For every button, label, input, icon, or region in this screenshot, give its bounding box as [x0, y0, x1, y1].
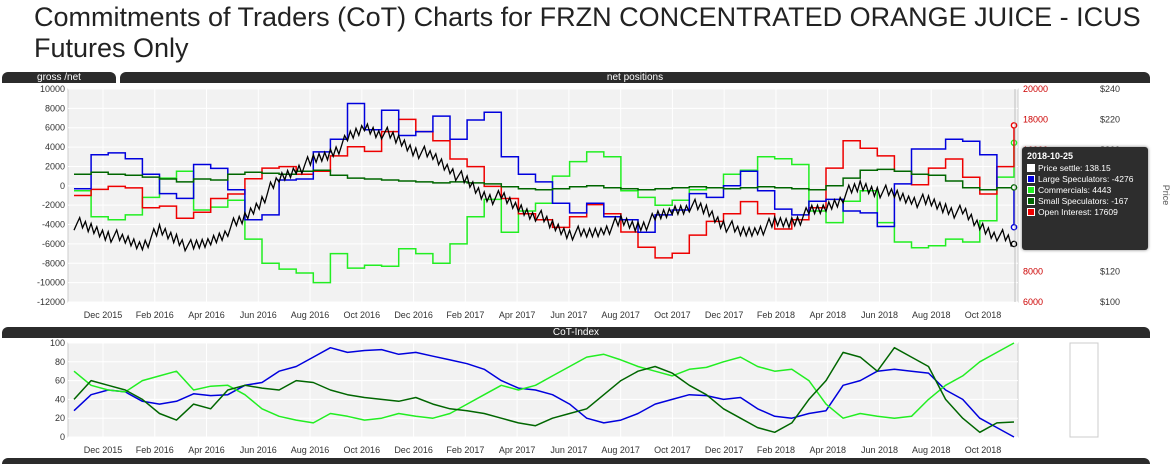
- main-x-tick-label: Jun 2016: [240, 310, 277, 320]
- price-axis-tick-label: $240: [1100, 84, 1120, 94]
- tooltip-price: Price settle: 138.15: [1038, 163, 1111, 173]
- commercials-swatch: [1027, 186, 1035, 194]
- cot-x-tick-label: Feb 2018: [757, 445, 795, 455]
- open-interest-axis-tick-label: 18000: [1023, 114, 1048, 124]
- cot-x-tick-label: Aug 2017: [601, 445, 640, 455]
- cot-x-tick-label: Jun 2018: [861, 445, 898, 455]
- tooltip-row: Small Speculators: -167: [1022, 196, 1148, 207]
- tooltip-date: 2018-10-25: [1027, 151, 1074, 161]
- cot-plot-area: [67, 342, 1019, 438]
- price-axis-tick-label: $100: [1100, 297, 1120, 307]
- cot-y-tick-label: 100: [50, 338, 65, 348]
- cot-x-tick-label: Oct 2018: [965, 445, 1002, 455]
- cot-y-tick-label: 0: [60, 432, 65, 442]
- tooltip-commercials: Commercials: 4443: [1038, 185, 1112, 195]
- left-axis-tick-label: -8000: [42, 258, 65, 268]
- price-end-marker: [1010, 240, 1018, 248]
- cot-x-tick-label: Aug 2018: [912, 445, 951, 455]
- main-x-tick-label: Apr 2018: [809, 310, 846, 320]
- left-axis-tick-label: 6000: [45, 123, 65, 133]
- small-speculators-line: [74, 168, 1015, 191]
- bottom-section-bar: [2, 458, 1150, 464]
- tooltip-row: Large Speculators: -4276: [1022, 174, 1148, 185]
- tooltip-row: Price settle: 138.15: [1022, 163, 1148, 174]
- large-speculators-swatch: [1027, 175, 1035, 183]
- main-x-tick-label: Aug 2016: [291, 310, 330, 320]
- cot-x-tick-label: Dec 2015: [84, 445, 123, 455]
- cot-large-speculators-line: [73, 346, 1015, 438]
- price-line: [73, 122, 1015, 253]
- left-axis-tick-label: 2000: [45, 161, 65, 171]
- small-speculators-swatch: [1027, 197, 1035, 205]
- tooltip-open-interest: Open Interest: 17609: [1038, 207, 1118, 217]
- main-x-tick-label: Oct 2018: [965, 310, 1002, 320]
- left-axis-tick-label: -12000: [37, 297, 65, 307]
- cot-y-tick-label: 80: [55, 357, 65, 367]
- open-interest-swatch: [1027, 208, 1035, 216]
- left-axis-tick-label: 10000: [40, 84, 65, 94]
- cot-x-tick-label: Dec 2016: [394, 445, 433, 455]
- main-plot-area: [67, 88, 1019, 303]
- left-axis-tick-label: 4000: [45, 142, 65, 152]
- cot-y-tick-label: 60: [55, 376, 65, 386]
- left-axis-tick-label: -4000: [42, 220, 65, 230]
- main-x-tick-label: Oct 2017: [654, 310, 691, 320]
- price-axis-title: Price: [1161, 185, 1171, 206]
- main-x-tick-label: Feb 2018: [757, 310, 795, 320]
- cot-x-tick-label: Apr 2018: [809, 445, 846, 455]
- main-x-tick-label: Oct 2016: [344, 310, 381, 320]
- cot-x-tick-label: Apr 2016: [188, 445, 225, 455]
- left-axis-tick-label: -10000: [37, 278, 65, 288]
- page-title: Commitments of Traders (CoT) Charts for …: [34, 2, 1141, 63]
- main-x-tick-label: Jun 2018: [861, 310, 898, 320]
- left-axis-tick-label: 8000: [45, 103, 65, 113]
- open-interest-end-marker: [1010, 122, 1018, 129]
- cot-x-tick-label: Oct 2017: [654, 445, 691, 455]
- cot-commercials-line: [73, 342, 1015, 424]
- main-x-tick-label: Dec 2015: [84, 310, 123, 320]
- left-axis-tick-label: 0: [60, 181, 65, 191]
- main-x-tick-label: Apr 2017: [499, 310, 536, 320]
- tooltip-row: Commercials: 4443: [1022, 185, 1148, 196]
- price-swatch: [1027, 164, 1035, 172]
- cot-index-header: CoT-Index: [2, 327, 1150, 338]
- price-axis-tick-label: $120: [1100, 267, 1120, 277]
- main-x-tick-label: Feb 2017: [446, 310, 484, 320]
- cot-x-tick-label: Oct 2016: [344, 445, 381, 455]
- large-speculators-end-marker: [1010, 223, 1018, 231]
- main-x-tick-label: Apr 2016: [188, 310, 225, 320]
- main-x-tick-label: Jun 2017: [550, 310, 587, 320]
- main-x-tick-label: Feb 2016: [136, 310, 174, 320]
- large-speculators-line: [74, 102, 1015, 234]
- open-interest-axis-tick-label: 8000: [1023, 267, 1043, 277]
- tooltip-large-speculators: Large Speculators: -4276: [1038, 174, 1134, 184]
- left-axis-tick-label: -2000: [42, 200, 65, 210]
- main-x-tick-label: Dec 2017: [705, 310, 744, 320]
- gross-net-tab[interactable]: gross /net: [2, 72, 116, 83]
- small-speculators-end-marker: [1010, 184, 1018, 191]
- left-axis-tick-label: -6000: [42, 239, 65, 249]
- cot-x-tick-label: Feb 2017: [446, 445, 484, 455]
- tooltip-row: Open Interest: 17609: [1022, 207, 1148, 218]
- cot-y-tick-label: 20: [55, 413, 65, 423]
- cot-x-tick-label: Feb 2016: [136, 445, 174, 455]
- open-interest-axis-tick-label: 20000: [1023, 84, 1048, 94]
- cot-x-tick-label: Jun 2016: [240, 445, 277, 455]
- cot-x-tick-label: Apr 2017: [499, 445, 536, 455]
- cot-x-tick-label: Jun 2017: [550, 445, 587, 455]
- cot-x-tick-label: Dec 2017: [705, 445, 744, 455]
- cot-side-panel: [1069, 342, 1099, 438]
- data-tooltip: 2018-10-25 Price settle: 138.15 Large Sp…: [1022, 147, 1148, 250]
- open-interest-axis-tick-label: 6000: [1023, 297, 1043, 307]
- cot-small-speculators-line: [73, 346, 1015, 434]
- cot-y-tick-label: 40: [55, 394, 65, 404]
- net-positions-header: net positions: [120, 72, 1150, 83]
- tooltip-small-speculators: Small Speculators: -167: [1038, 196, 1129, 206]
- cot-x-tick-label: Aug 2016: [291, 445, 330, 455]
- price-axis-tick-label: $220: [1100, 114, 1120, 124]
- main-x-tick-label: Aug 2018: [912, 310, 951, 320]
- main-x-tick-label: Aug 2017: [601, 310, 640, 320]
- main-x-tick-label: Dec 2016: [394, 310, 433, 320]
